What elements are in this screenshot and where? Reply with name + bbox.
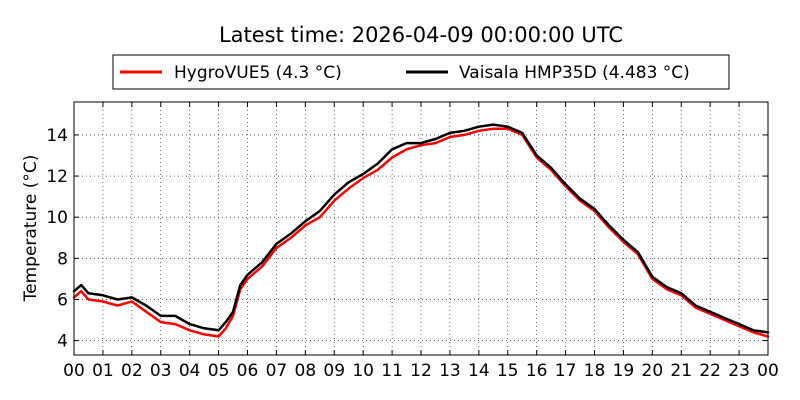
x-tick-label: 15 — [497, 361, 519, 381]
legend-label-vaisala: Vaisala HMP35D (4.483 °C) — [459, 63, 690, 83]
x-tick-label: 01 — [92, 361, 114, 381]
x-tick-label: 23 — [728, 361, 750, 381]
x-tick-label: 10 — [352, 361, 374, 381]
y-tick-label: 8 — [57, 249, 68, 269]
plot-area — [73, 101, 769, 356]
x-tick-label: 05 — [208, 361, 230, 381]
y-tick-label: 12 — [46, 167, 68, 187]
x-tick-label: 09 — [323, 361, 345, 381]
y-tick-label: 10 — [46, 208, 68, 228]
x-tick-label: 13 — [439, 361, 461, 381]
x-tick-label: 12 — [410, 361, 432, 381]
x-tick-label: 21 — [670, 361, 692, 381]
x-tick-label: 00 — [757, 361, 779, 381]
x-tick-label: 18 — [584, 361, 606, 381]
x-tick-label: 16 — [526, 361, 548, 381]
x-tick-label: 08 — [295, 361, 317, 381]
y-tick-label: 6 — [57, 290, 68, 310]
x-tick-label: 22 — [699, 361, 721, 381]
chart-title: Latest time: 2026-04-09 00:00:00 UTC — [219, 23, 623, 47]
series-lines — [72, 123, 770, 338]
series-line-hygrovue5 — [72, 127, 770, 338]
legend-label-hygrovue5: HygroVUE5 (4.3 °C) — [174, 63, 342, 83]
x-tick-label: 04 — [179, 361, 201, 381]
x-tick-label: 20 — [642, 361, 664, 381]
x-tick-label: 02 — [121, 361, 143, 381]
x-tick-label: 03 — [150, 361, 172, 381]
series-line-vaisala — [72, 123, 770, 334]
x-tick-label: 19 — [613, 361, 635, 381]
y-axis-label: Temperature (°C) — [21, 155, 41, 303]
x-tick-label: 14 — [468, 361, 490, 381]
legend: HygroVUE5 (4.3 °C) Vaisala HMP35D (4.483… — [112, 54, 730, 90]
x-tick-label: 11 — [381, 361, 403, 381]
ticks: 00 01 02 03 04 05 06 07 08 09 10 11 12 13 14 15 16 17 18 19… — [46, 102, 779, 381]
x-tick-label: 06 — [237, 361, 259, 381]
x-tick-label: 17 — [555, 361, 577, 381]
x-tick-label: 07 — [266, 361, 288, 381]
x-tick-label: 00 — [63, 361, 85, 381]
y-tick-label: 4 — [57, 332, 68, 352]
y-tick-label: 14 — [46, 126, 68, 146]
